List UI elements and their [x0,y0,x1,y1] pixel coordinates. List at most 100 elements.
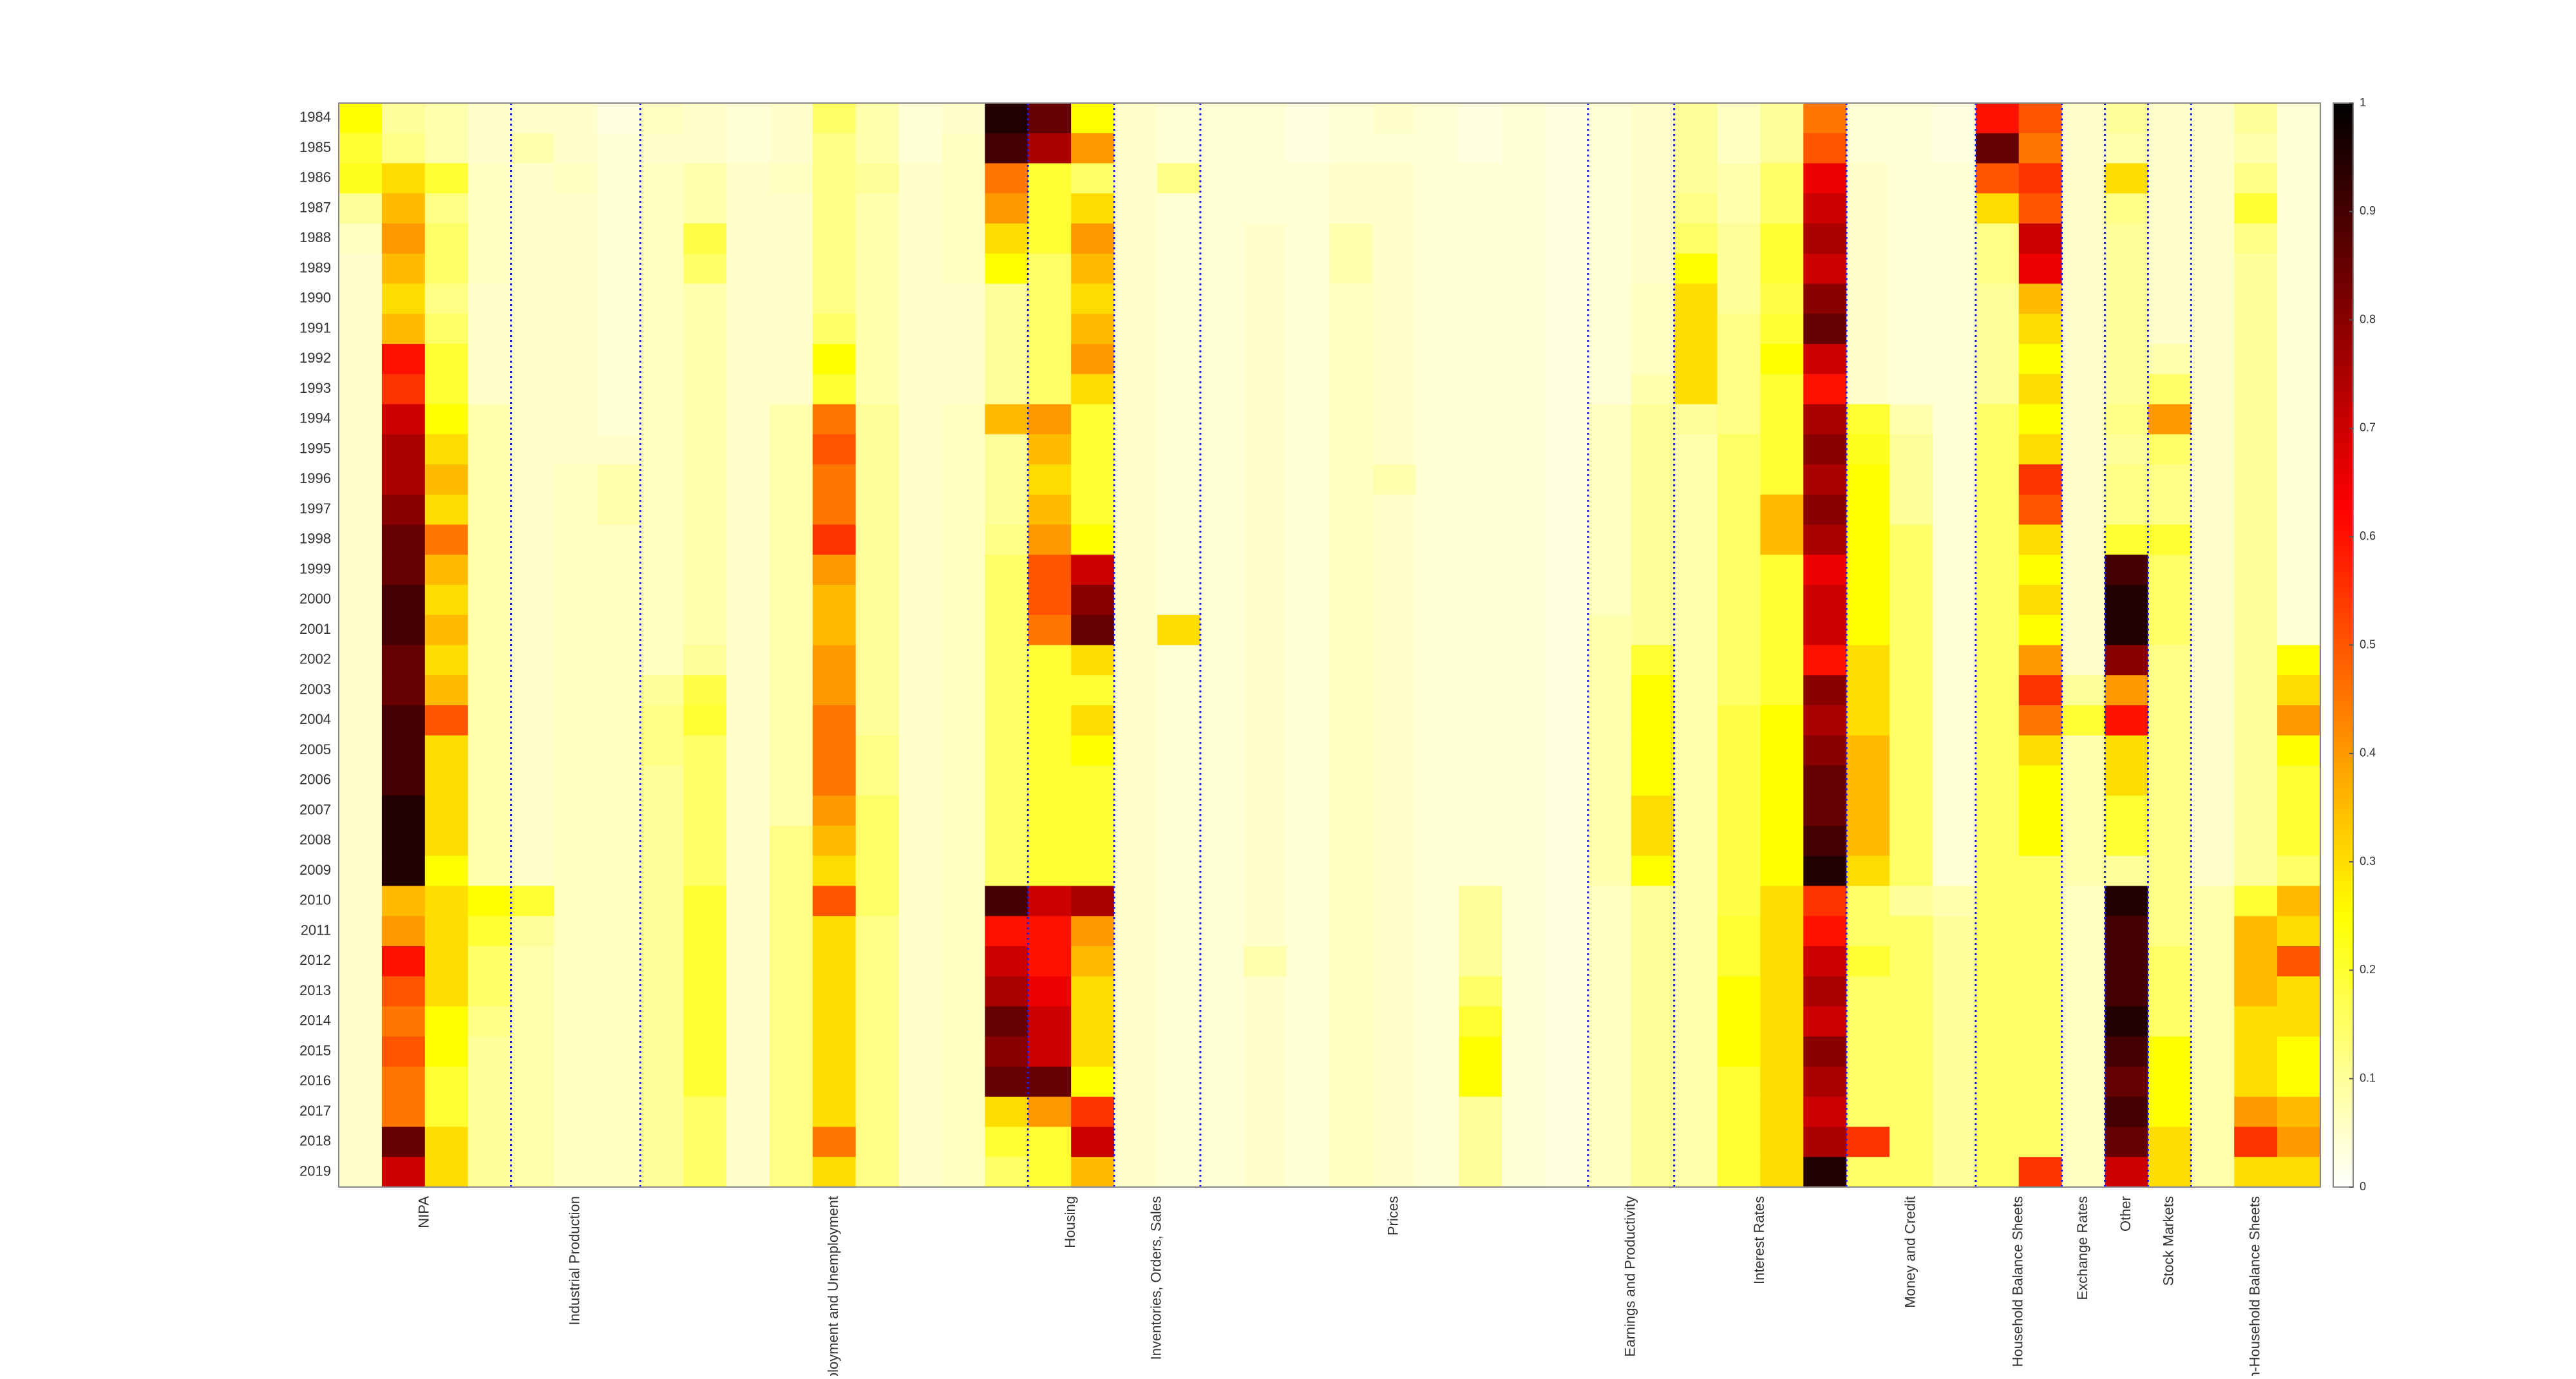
heat-cell [2061,826,2106,857]
heat-cell [1329,795,1373,826]
heat-cell [468,524,512,555]
heat-cell [985,555,1028,585]
heat-cell [424,253,469,285]
heat-cell [1200,103,1244,134]
heat-cell [1459,314,1502,345]
heat-cell [1760,223,1804,254]
heat-cell [2018,223,2063,254]
heat-cell [1846,464,1890,495]
heat-cell [1803,645,1847,676]
heat-cell [2018,344,2063,375]
heat-cell [1631,855,1675,887]
heat-cell [898,163,943,194]
heat-cell [1760,1006,1804,1037]
heat-cell [597,614,641,646]
heat-cell [1200,1157,1244,1188]
heat-cell [2148,163,2192,194]
heat-cell [1372,826,1416,857]
heat-cell [1502,826,1546,857]
heat-cell [1502,976,1546,1007]
heat-cell [2234,976,2278,1007]
y-tick-label: 2006 [299,772,331,788]
heat-cell [1372,705,1416,736]
heat-cell [2061,855,2106,887]
heat-cell [339,253,383,285]
heat-cell [898,1127,943,1157]
heat-cell [2061,795,2106,826]
heat-cell [942,555,985,585]
heat-cell [2234,916,2278,947]
heat-cell [381,1036,426,1067]
heat-cell [2277,675,2321,706]
heat-cell [855,826,900,857]
heat-cell [1502,1006,1546,1037]
heat-cell [2018,494,2063,526]
heat-cell [640,675,684,706]
heat-cell [1674,555,1718,585]
heat-cell [511,314,555,345]
heat-cell [2148,193,2192,224]
heat-cell [468,765,512,796]
heat-cell [855,103,900,134]
y-tick-label: 1984 [299,109,331,125]
heat-cell [942,886,985,917]
heat-cell [1416,765,1459,796]
heat-cell [2191,614,2235,646]
heat-cell [2061,163,2106,194]
heat-cell [898,494,943,526]
heat-cell [1157,434,1201,465]
heat-cell [769,344,813,375]
heat-cell [381,916,426,947]
heat-cell [640,314,684,345]
heat-cell [2148,675,2192,706]
heat-cell [1459,916,1502,947]
heat-cell [2191,675,2235,706]
heat-cell [1416,916,1459,947]
heat-cell [468,1127,512,1157]
heat-cell [1975,314,2020,345]
heat-cell [468,374,512,405]
heat-cell [942,735,985,766]
heat-cell [1200,193,1244,224]
heat-cell [1846,193,1890,224]
heat-cell [381,103,426,134]
heat-cell [1544,404,1589,435]
heat-cell [1544,374,1589,405]
heat-cell [1760,735,1804,766]
heat-cell [2018,1157,2063,1188]
heat-cell [554,675,598,706]
heat-cell [898,705,943,736]
heat-cell [1932,344,1976,375]
heat-cell [640,464,684,495]
heat-cell [2277,855,2321,887]
heat-cell [1975,404,2020,435]
heat-cell [339,735,383,766]
heat-cell [1114,614,1158,646]
heat-cell [468,283,512,314]
heat-cell [1631,675,1675,706]
heat-cell [1975,886,2020,917]
heat-cell [597,585,641,616]
heat-cell [2105,585,2149,616]
heat-cell [985,1157,1028,1188]
heat-cell [2234,886,2278,917]
heat-cell [1416,494,1459,526]
heat-cell [1028,705,1072,736]
heat-cell [1760,614,1804,646]
heat-cell [1329,1096,1373,1128]
y-tick-label: 1993 [299,380,331,396]
heat-cell [1803,193,1847,224]
heat-cell [812,283,857,314]
heat-cell [1372,1006,1416,1037]
heat-cell [1846,675,1890,706]
heat-cell [769,133,813,164]
heat-cell [1846,253,1890,285]
heat-cell [1717,1006,1761,1037]
heat-cell [1674,1157,1718,1188]
heat-cell [1372,344,1416,375]
heat-cell [812,555,857,585]
heat-cell [1846,886,1890,917]
heat-cell [683,163,727,194]
heat-cell [511,886,555,917]
